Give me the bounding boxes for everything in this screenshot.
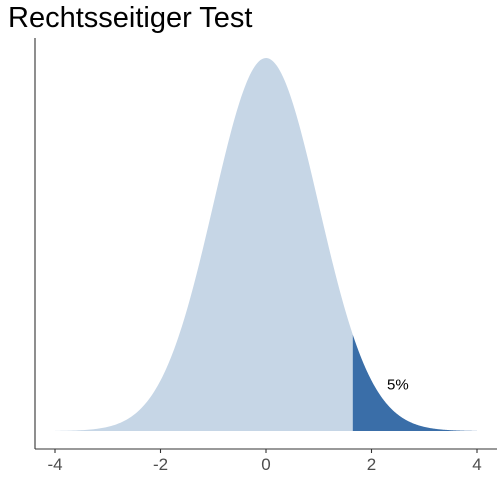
acceptance-region-area	[55, 58, 353, 431]
annotation-label: 5%	[387, 376, 409, 393]
x-tick-label: -2	[153, 455, 168, 474]
x-axis-ticks: -4 -2 0 2 4	[47, 449, 482, 474]
x-tick-label: 2	[367, 455, 376, 474]
rejection-region-area	[352, 334, 477, 431]
annotations: 5%	[387, 376, 409, 393]
chart-title: Rechtsseitiger Test	[8, 2, 252, 34]
x-tick-label: 4	[472, 455, 481, 474]
x-tick-label: 0	[261, 455, 270, 474]
x-tick-label: -4	[47, 455, 62, 474]
